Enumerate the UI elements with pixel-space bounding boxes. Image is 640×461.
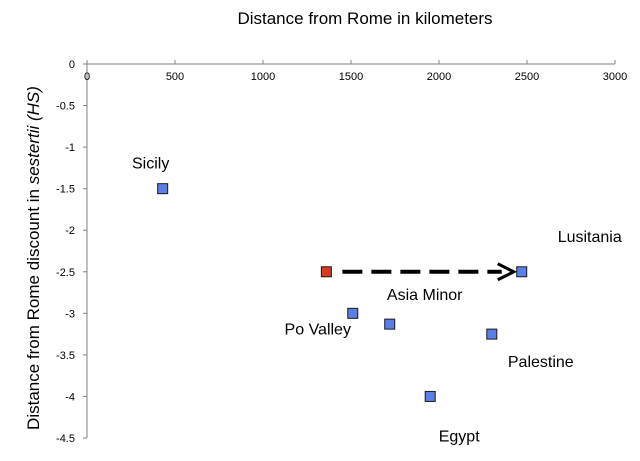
y-axis-label-main: Distance from Rome discount in	[24, 184, 43, 430]
y-tick-label: -2	[65, 225, 75, 237]
data-point	[347, 307, 359, 319]
x-tick-label: 2000	[427, 71, 451, 83]
x-tick-label: 3000	[603, 71, 627, 83]
point-label: Sicily	[132, 156, 169, 173]
points-layer	[157, 183, 528, 402]
x-tick-label: 1000	[251, 71, 275, 83]
y-tick-label: -1	[65, 142, 75, 154]
data-point	[157, 183, 169, 195]
point-label: Palestine	[508, 354, 574, 371]
data-point	[320, 266, 332, 278]
point-label: Lusitania	[558, 229, 622, 246]
y-tick-label: 0	[69, 59, 75, 71]
arrow-head	[497, 262, 518, 282]
y-tick-label: -4.5	[56, 433, 75, 445]
arrow-layer	[342, 262, 518, 282]
x-tick-label: 2500	[515, 71, 539, 83]
y-tick-label: -3.5	[56, 350, 75, 362]
x-tick-label: 500	[166, 71, 184, 83]
point-label: Egypt	[439, 428, 480, 445]
y-tick-label: -4	[65, 391, 75, 403]
y-axis-label: Distance from Rome discount in sestertii…	[24, 86, 43, 430]
data-point	[424, 390, 436, 402]
labels-layer: Sicily Po Valley Asia Minor Egypt Palestine L…	[132, 156, 622, 446]
axes: 0 500 1000 1500 2000 2500 3000 0 -0.5 -1 -1.5 -2 -2.…	[56, 59, 627, 445]
point-label: Po Valley	[285, 321, 351, 338]
y-tick-label: -2.5	[56, 267, 75, 279]
y-tick-label: -3	[65, 308, 75, 320]
y-tick-label: -1.5	[56, 184, 75, 196]
data-point	[486, 328, 498, 340]
chart-title: Distance from Rome in kilometers	[237, 9, 492, 28]
y-tick-label: -0.5	[56, 101, 75, 113]
x-tick-label: 0	[84, 71, 90, 83]
point-label: Asia Minor	[387, 287, 463, 304]
y-axis-label-italic: sestertii (HS)	[24, 86, 43, 184]
data-point	[384, 318, 396, 330]
x-tick-label: 1500	[339, 71, 363, 83]
data-point	[516, 266, 528, 278]
